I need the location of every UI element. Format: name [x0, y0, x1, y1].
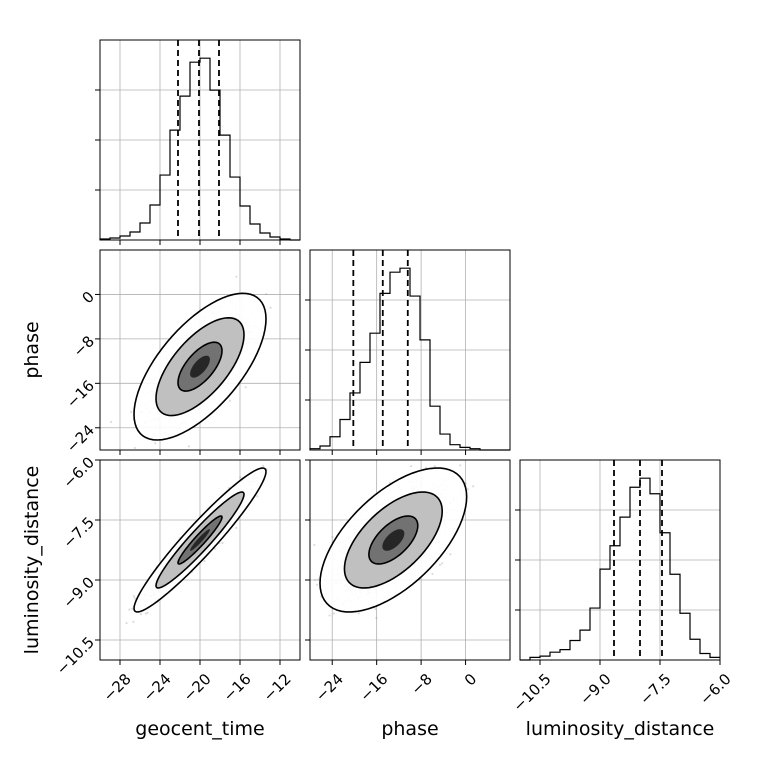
- sample-point: [433, 464, 436, 468]
- sample-point: [146, 611, 149, 614]
- y-tick-label-phase: −24: [63, 421, 98, 456]
- sample-point: [317, 578, 320, 581]
- x-tick-label-geocent_time: −16: [220, 670, 255, 705]
- sample-point: [425, 466, 428, 469]
- density-fill: [190, 355, 210, 378]
- sample-point: [239, 476, 242, 479]
- sample-point: [133, 597, 136, 600]
- x-tick-label-geocent_time: −12: [260, 670, 295, 705]
- sample-point: [110, 420, 113, 424]
- sample-point: [332, 612, 335, 615]
- contour-line: [155, 316, 245, 417]
- sample-point: [328, 614, 331, 617]
- sample-point: [449, 553, 452, 556]
- x-tick-label-luminosity_distance: −7.5: [636, 670, 674, 708]
- sample-point: [132, 620, 135, 623]
- joint-area: [100, 460, 300, 660]
- x-tick-label-luminosity_distance: −9.0: [576, 670, 614, 708]
- sample-point: [466, 488, 469, 491]
- sample-point: [315, 583, 319, 586]
- joint-panel-geocent_time-phase: −24 −16 −8 0: [63, 249, 301, 470]
- sample-point: [472, 485, 475, 488]
- sample-point: [203, 559, 206, 563]
- panel-frame: [519, 459, 721, 661]
- y-tick-label-luminosity_distance: −10.5: [53, 633, 98, 678]
- joint-panel-geocent_time-luminosity_distance: −28 −24 −20 −16 −12 −10.5 −9.0 −7.5 −6.0: [53, 453, 301, 705]
- contour-line: [133, 292, 267, 441]
- y-tick-label-phase: −16: [63, 377, 98, 412]
- y-tick-label-luminosity_distance: −9.0: [60, 573, 98, 611]
- x-tick-label-geocent_time: −24: [140, 670, 175, 705]
- density-fill: [190, 529, 210, 551]
- contour-line: [155, 491, 245, 589]
- sample-point: [154, 442, 157, 445]
- sample-point: [221, 541, 224, 545]
- sample-point: [130, 410, 133, 413]
- sample-point: [438, 563, 442, 567]
- sample-point: [357, 612, 360, 615]
- sample-point: [132, 594, 135, 598]
- x-tick-label-luminosity_distance: −6.0: [696, 670, 734, 708]
- sample-point: [131, 607, 134, 610]
- x-tick-label-geocent_time: −28: [100, 670, 135, 705]
- contour-line: [177, 515, 223, 565]
- joint-area: [100, 250, 300, 470]
- sample-point: [235, 526, 238, 530]
- x-tick-label-geocent_time: −20: [180, 670, 215, 705]
- sample-point: [128, 608, 131, 611]
- sample-point: [244, 386, 247, 389]
- contour-line: [133, 467, 267, 613]
- sample-point: [269, 306, 272, 309]
- histogram-phase: [309, 267, 510, 451]
- sample-point: [256, 495, 259, 498]
- sample-point: [262, 464, 265, 467]
- joint-panel-phase-luminosity_distance: −24 −16 −8 0: [304, 459, 511, 705]
- sample-point: [440, 562, 444, 565]
- histogram-luminosity_distance: [520, 477, 720, 661]
- sample-point: [331, 535, 334, 539]
- sample-point: [228, 399, 232, 402]
- marginal-panel-geocent_time: [95, 39, 301, 245]
- sample-point: [265, 292, 268, 296]
- y-tick-label-phase: 0: [79, 288, 98, 307]
- y-tick-label-phase: −8: [70, 332, 98, 360]
- sample-point: [139, 613, 143, 616]
- sample-point: [165, 468, 167, 470]
- sample-point: [235, 275, 238, 278]
- sample-point: [304, 619, 306, 621]
- joint-area: [304, 460, 510, 660]
- panel-frame: [309, 249, 511, 451]
- contour-line: [177, 341, 223, 392]
- sample-point: [128, 456, 130, 458]
- y-tick-label-luminosity_distance: −7.5: [60, 513, 98, 551]
- marginal-panel-phase: [305, 249, 511, 455]
- marginal-panel-luminosity_distance: −10.5 −9.0 −7.5 −6.0: [510, 459, 735, 715]
- sample-point: [409, 465, 413, 468]
- x-tick-label-luminosity_distance: −10.5: [510, 670, 555, 715]
- sample-point: [144, 612, 147, 615]
- y-tick-label-luminosity_distance: −6.0: [60, 453, 98, 491]
- sample-point: [431, 572, 434, 576]
- sample-point: [133, 446, 136, 450]
- histogram-geocent_time: [99, 57, 300, 241]
- sample-point: [125, 622, 128, 625]
- sample-point: [187, 445, 190, 448]
